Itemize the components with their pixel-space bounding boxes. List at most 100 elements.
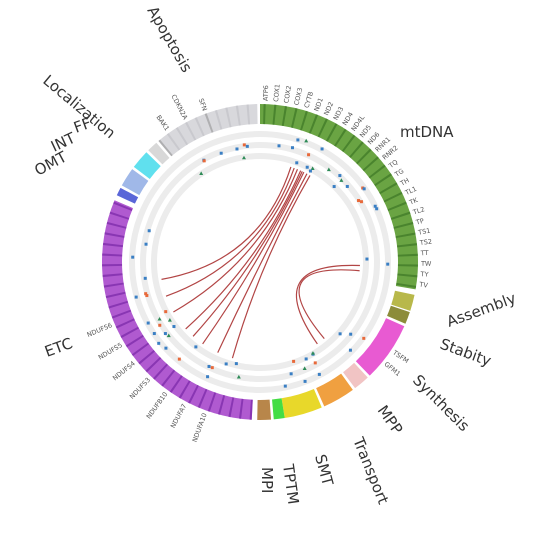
scatter-marker	[339, 178, 344, 182]
segment-etc-stripe	[115, 318, 135, 329]
category-label-smt: SMT	[311, 452, 337, 488]
category-label-transport: Transport	[349, 434, 392, 507]
scatter-point	[290, 146, 294, 150]
segment-etc-stripe	[105, 291, 126, 299]
link-5	[231, 175, 311, 359]
segment-mtdna	[260, 104, 419, 290]
scatter-marker	[302, 366, 307, 370]
gene-label-mtdna: TV	[418, 280, 429, 289]
scatter-point	[307, 153, 311, 157]
scatter-point	[131, 255, 135, 259]
scatter-point	[177, 357, 181, 361]
segment-etc-stripe	[207, 392, 217, 412]
gene-label-mtdna: TL2	[411, 205, 426, 217]
gene-label-mtdna: COX1	[272, 84, 282, 103]
scatter-point	[320, 147, 324, 151]
category-label-mpp: MPP	[374, 402, 407, 438]
segment-etc-stripe	[145, 357, 162, 373]
scatter-point	[362, 336, 366, 340]
segment-mpi	[257, 399, 272, 420]
segment-etc-stripe	[125, 334, 144, 348]
scatter-point	[349, 332, 353, 336]
segment-apoptosis	[158, 104, 258, 157]
scatter-point	[308, 169, 312, 173]
segment-etc-stripe	[217, 395, 226, 415]
gene-label-mtdna: TH	[398, 176, 411, 188]
scatter-point	[375, 207, 379, 211]
segment-mtdna-stripe	[356, 148, 372, 165]
segment-etc-stripe	[188, 384, 199, 404]
category-label-synthesis: Synthesis	[409, 371, 473, 435]
scatter-point	[145, 294, 149, 298]
background-tracks	[129, 131, 391, 393]
scatter-point	[292, 359, 296, 363]
scatter-marker	[326, 167, 331, 172]
segment-transport-band	[316, 373, 353, 407]
category-label-ff: FF	[71, 114, 93, 137]
segment-etc-stripe	[138, 350, 155, 365]
scatter-marker	[241, 155, 246, 160]
segment-mtdna-stripe	[397, 253, 418, 257]
scatter-point	[147, 229, 151, 233]
scatter-point	[295, 161, 299, 165]
gene-label-mtdna: COX2	[282, 85, 293, 104]
segment-stability	[387, 305, 410, 324]
gene-label-mtdna: TY	[419, 270, 429, 279]
segment-tptm	[272, 398, 285, 420]
segment-etc-stripe	[249, 399, 253, 420]
scatter-marker	[199, 171, 204, 175]
scatter-point	[172, 325, 176, 329]
segment-mtdna-stripe	[387, 201, 407, 212]
scatter-point	[202, 159, 206, 163]
gene-label-mtdna: TW	[420, 260, 432, 268]
scatter-point	[207, 364, 211, 368]
track-ring-1	[140, 142, 380, 382]
segment-apoptosis-stripe	[166, 133, 181, 151]
scatter-point	[164, 346, 168, 350]
scatter-point	[219, 151, 223, 155]
segment-mtdna-stripe	[325, 123, 338, 142]
scatter-point	[158, 323, 162, 327]
scatter-point	[134, 295, 138, 299]
gene-label-etc: NDUFS5	[97, 341, 124, 361]
track-ring-2	[151, 153, 369, 371]
scatter-point	[362, 187, 366, 191]
segment-apoptosis-stripe	[235, 105, 241, 126]
segment-etc-stripe	[131, 342, 150, 357]
category-label-etc: ETC	[42, 334, 75, 361]
segment-mtdna-stripe	[349, 141, 364, 158]
gene-label-apoptosis: CDKN2A	[170, 93, 190, 121]
scatter-point	[235, 147, 239, 151]
segment-ff-band	[133, 152, 161, 179]
scatter-point	[277, 144, 281, 148]
category-label-assembly: Assembly	[444, 289, 518, 331]
segment-apoptosis-stripe	[204, 113, 214, 133]
segment-apoptosis-stripe	[194, 117, 205, 137]
segment-apoptosis-band	[158, 104, 258, 157]
gene-label-synthesis: GFM1	[383, 360, 402, 378]
segment-mtdna-stripe	[395, 232, 416, 239]
segment-localization-band	[148, 142, 170, 165]
gene-label-etc: NDUFS4	[111, 359, 137, 382]
segment-etc-stripe	[106, 221, 127, 229]
segment-mtdna-stripe	[300, 110, 308, 131]
segment-mtdna-stripe	[379, 182, 398, 195]
scatter-point	[305, 165, 309, 169]
segment-mtdna-stripe	[272, 104, 277, 125]
gene-label-mtdna: TP	[414, 217, 425, 227]
segment-smt	[281, 389, 322, 419]
scatter-point	[332, 185, 336, 189]
link-0	[165, 167, 295, 297]
segment-etc-stripe	[104, 232, 125, 238]
gene-label-mtdna: TL1	[403, 185, 418, 198]
scatter-point	[365, 257, 369, 261]
segment-etc-stripe	[103, 282, 124, 288]
gene-label-apoptosis: BAK1	[154, 114, 170, 133]
segment-mpi-band	[257, 399, 272, 420]
category-label-apoptosis: Apoptosis	[144, 3, 196, 76]
segment-mtdna-stripe	[291, 108, 298, 128]
scatter-point	[157, 341, 161, 345]
segment-assembly	[391, 290, 415, 311]
